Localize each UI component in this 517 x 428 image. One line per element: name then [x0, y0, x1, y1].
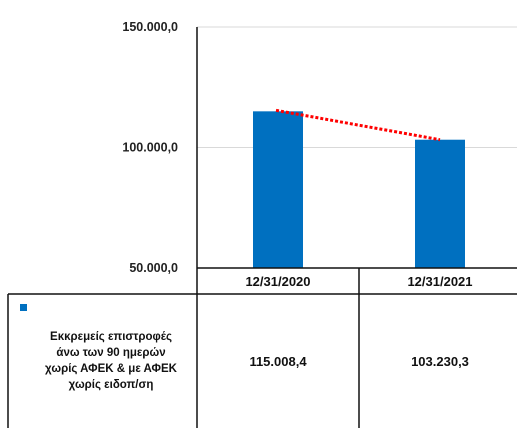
y-tick-label: 50.000,0 [129, 261, 178, 275]
y-tick-label: 150.000,0 [122, 20, 178, 34]
bars [253, 111, 465, 268]
legend-key-icon [20, 304, 27, 311]
bar [415, 139, 465, 268]
table-value-label: 115.008,4 [249, 354, 307, 369]
y-axis-ticks: 50.000,0 100.000,0 150.000,0 [122, 20, 178, 275]
data-table-series-label: Εκκρεμείς επιστροφές άνω των 90 ημερών χ… [14, 296, 194, 426]
trendline [275, 108, 441, 142]
trendline-group [275, 108, 441, 142]
x-category-label: 12/31/2020 [245, 274, 310, 289]
x-category-label: 12/31/2021 [407, 274, 472, 289]
y-tick-label: 100.000,0 [122, 141, 178, 155]
bar [253, 111, 303, 268]
gridlines [197, 26, 517, 148]
table-value-label: 103.230,3 [411, 354, 469, 369]
series-name: Εκκρεμείς επιστροφές άνω των 90 ημερών χ… [45, 331, 177, 391]
data-table: 12/31/2020 115.008,4 12/31/2021 103.230,3 [7, 267, 517, 428]
